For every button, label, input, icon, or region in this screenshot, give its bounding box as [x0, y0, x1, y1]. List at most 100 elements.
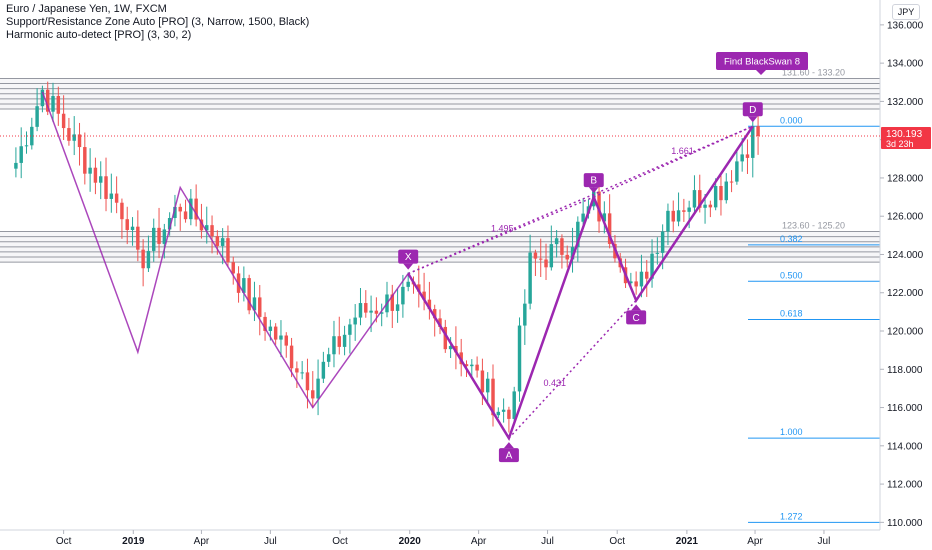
indicator-sr-zone[interactable]: Support/Resistance Zone Auto [PRO] (3, N…	[6, 16, 310, 28]
candle[interactable]	[35, 88, 39, 132]
candle[interactable]	[745, 139, 750, 174]
candle[interactable]	[708, 200, 713, 218]
candle[interactable]	[432, 304, 437, 337]
candle[interactable]	[88, 148, 92, 192]
candle[interactable]	[167, 212, 172, 236]
candle[interactable]	[729, 170, 734, 193]
candle[interactable]	[602, 201, 607, 234]
candle[interactable]	[348, 318, 352, 354]
candle[interactable]	[528, 234, 532, 310]
candle[interactable]	[634, 271, 638, 295]
candle[interactable]	[178, 203, 182, 231]
candle[interactable]	[152, 218, 156, 262]
harmonic-point-c[interactable]: C	[626, 304, 647, 325]
last-price-tag[interactable]	[881, 126, 931, 149]
candle[interactable]	[496, 407, 501, 419]
candle[interactable]	[438, 309, 442, 335]
candle[interactable]	[417, 265, 421, 308]
candle[interactable]	[61, 95, 66, 141]
candle[interactable]	[427, 281, 432, 320]
candle[interactable]	[295, 361, 299, 388]
candle[interactable]	[72, 116, 76, 156]
candle[interactable]	[125, 206, 129, 245]
candle[interactable]	[539, 238, 543, 278]
candle[interactable]	[284, 332, 288, 358]
candle[interactable]	[692, 175, 697, 214]
candle[interactable]	[560, 234, 564, 269]
candle[interactable]	[316, 359, 320, 416]
candle[interactable]	[735, 149, 739, 185]
candle[interactable]	[311, 371, 315, 408]
candle[interactable]	[104, 157, 108, 212]
candle[interactable]	[258, 285, 262, 336]
candle[interactable]	[300, 361, 304, 380]
candle[interactable]	[724, 173, 728, 204]
candle[interactable]	[501, 398, 506, 423]
candle[interactable]	[544, 243, 548, 281]
candle[interactable]	[639, 254, 644, 298]
candle[interactable]	[183, 199, 188, 223]
candle[interactable]	[205, 206, 209, 244]
candle[interactable]	[289, 337, 294, 378]
candle[interactable]	[30, 117, 34, 150]
candle[interactable]	[485, 372, 490, 406]
symbol-title[interactable]: Euro / Japanese Yen, 1W, FXCM	[6, 3, 167, 15]
candle[interactable]	[40, 85, 45, 113]
candle[interactable]	[353, 304, 357, 341]
candle[interactable]	[99, 161, 103, 200]
candle[interactable]	[242, 266, 246, 302]
candle[interactable]	[321, 351, 326, 384]
candle[interactable]	[279, 320, 283, 358]
banner-label[interactable]: Find BlackSwan 8	[724, 57, 800, 68]
candle[interactable]	[136, 210, 140, 262]
candle[interactable]	[756, 109, 760, 155]
candle[interactable]	[337, 316, 341, 355]
candle[interactable]	[512, 386, 516, 424]
candle[interactable]	[751, 121, 755, 178]
candle[interactable]	[554, 230, 559, 258]
candle[interactable]	[56, 86, 61, 126]
candle[interactable]	[480, 358, 485, 406]
candle[interactable]	[93, 157, 98, 195]
currency-badge[interactable]: JPY	[892, 4, 920, 20]
candle[interactable]	[24, 131, 29, 154]
candle[interactable]	[507, 406, 511, 433]
candle[interactable]	[215, 230, 220, 255]
candle[interactable]	[395, 288, 400, 323]
candle[interactable]	[194, 184, 198, 227]
candle[interactable]	[231, 256, 235, 285]
candle[interactable]	[332, 320, 336, 368]
candle[interactable]	[491, 364, 495, 427]
candle[interactable]	[273, 323, 278, 345]
banner-box[interactable]	[716, 52, 808, 70]
candle[interactable]	[581, 198, 585, 225]
candle[interactable]	[533, 249, 538, 276]
candle[interactable]	[650, 239, 654, 288]
indicator-harmonic[interactable]: Harmonic auto-detect [PRO] (3, 30, 2)	[6, 29, 192, 41]
harmonic-point-b[interactable]: B	[583, 173, 604, 194]
candle[interactable]	[114, 176, 119, 214]
candle[interactable]	[14, 147, 18, 178]
candle[interactable]	[67, 117, 71, 146]
candle[interactable]	[570, 227, 575, 273]
candle[interactable]	[157, 207, 161, 259]
candle[interactable]	[645, 259, 649, 297]
candle[interactable]	[109, 173, 114, 213]
candle[interactable]	[130, 217, 135, 246]
candle[interactable]	[719, 175, 723, 216]
candle[interactable]	[379, 303, 384, 327]
candle[interactable]	[671, 200, 675, 233]
candle[interactable]	[77, 122, 82, 166]
candle[interactable]	[607, 194, 612, 249]
candle[interactable]	[263, 312, 267, 341]
candle[interactable]	[523, 289, 527, 345]
candle[interactable]	[146, 235, 151, 272]
harmonic-point-x[interactable]: X	[398, 249, 419, 270]
candle[interactable]	[682, 198, 686, 222]
candle[interactable]	[141, 239, 145, 287]
candle[interactable]	[422, 272, 426, 311]
candle[interactable]	[666, 203, 670, 246]
candle[interactable]	[565, 245, 569, 268]
